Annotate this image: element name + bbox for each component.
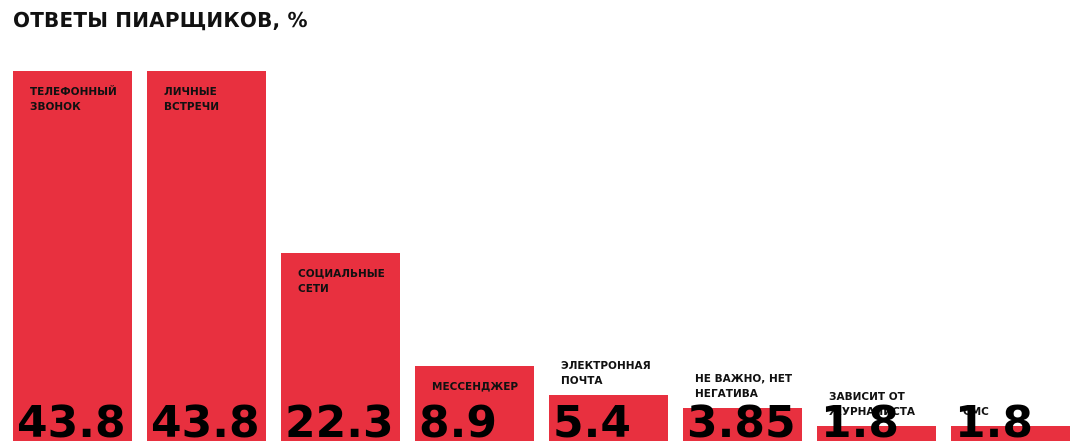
category-label: НЕ ВАЖНО, НЕТ НЕГАТИВА <box>695 373 793 401</box>
bar <box>415 365 534 441</box>
value-label: 5.4 <box>553 397 631 448</box>
value-label: 43.8 <box>17 397 126 448</box>
bar <box>281 252 400 441</box>
category-label: ЗАВИСИТ ОТ ЖУРНАЛИСТА <box>829 390 916 418</box>
bar <box>683 408 802 441</box>
bar <box>147 71 266 441</box>
bar <box>13 71 132 441</box>
category-label: СОЦИАЛЬНЫЕ СЕТИ <box>298 267 385 295</box>
category-label: МЕССЕНДЖЕР <box>432 380 519 393</box>
bar <box>817 425 936 441</box>
bar <box>549 395 668 441</box>
category-label: ТЕЛЕФОННЫЙ ЗВОНОК <box>30 86 117 113</box>
category-label: ЭЛЕКТРОННАЯ ПОЧТА <box>561 360 651 388</box>
value-label: 1.8 <box>821 397 899 448</box>
value-label: 3.85 <box>687 397 796 448</box>
value-label: 22.3 <box>285 397 394 448</box>
value-label: 1.8 <box>955 397 1033 448</box>
chart-title: ОТВЕТЫ ПИАРЩИКОВ, % <box>13 8 308 32</box>
bar <box>951 425 1070 441</box>
category-label: СМС <box>963 405 989 418</box>
category-label: ЛИЧНЫЕ ВСТРЕЧИ <box>164 86 220 113</box>
value-label: 43.8 <box>151 397 260 448</box>
value-label: 8.9 <box>419 397 497 448</box>
